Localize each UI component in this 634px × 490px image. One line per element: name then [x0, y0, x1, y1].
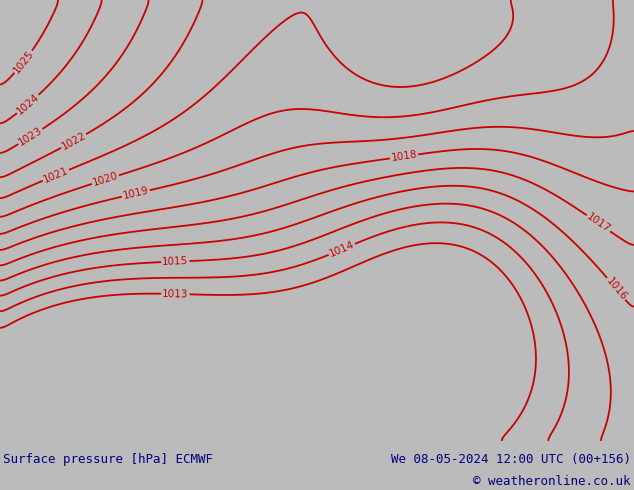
Text: 1013: 1013	[162, 289, 189, 299]
Text: 1025: 1025	[11, 49, 36, 75]
Text: © weatheronline.co.uk: © weatheronline.co.uk	[474, 474, 631, 488]
Text: 1019: 1019	[122, 186, 150, 201]
Text: 1018: 1018	[391, 149, 418, 163]
Text: 1022: 1022	[60, 130, 87, 152]
Text: We 08-05-2024 12:00 UTC (00+156): We 08-05-2024 12:00 UTC (00+156)	[391, 453, 631, 466]
Text: 1014: 1014	[328, 240, 356, 259]
Text: 1021: 1021	[42, 166, 70, 185]
Text: 1023: 1023	[16, 125, 44, 148]
Text: 1016: 1016	[604, 275, 628, 302]
Text: 1020: 1020	[91, 171, 119, 188]
Text: Surface pressure [hPa] ECMWF: Surface pressure [hPa] ECMWF	[3, 453, 213, 466]
Text: 1017: 1017	[585, 212, 612, 235]
Text: 1024: 1024	[15, 92, 41, 117]
Text: 1015: 1015	[162, 256, 189, 267]
